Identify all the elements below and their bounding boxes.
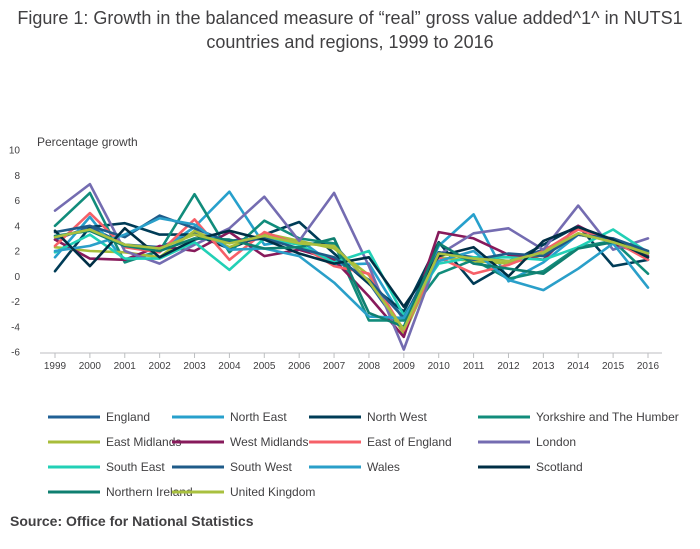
legend-label-united-kingdom: United Kingdom (230, 485, 315, 499)
series-line-wales (53, 216, 650, 320)
legend-label-north-west: North West (367, 410, 427, 424)
y-axis-label: Percentage growth (37, 135, 138, 149)
y-tick-label: -4 (11, 322, 20, 333)
x-tick-label: 2014 (567, 361, 590, 372)
x-tick-label: 2001 (114, 361, 137, 372)
y-tick-label: -6 (11, 348, 20, 359)
legend-label-south-west: South West (230, 460, 292, 474)
y-tick-label: 4 (14, 221, 20, 232)
x-tick-label: 2006 (288, 361, 311, 372)
legend-label-east-of-england: East of England (367, 435, 452, 449)
series-line-united-kingdom (53, 228, 650, 331)
x-tick-label: 2013 (532, 361, 555, 372)
y-tick-label: -2 (11, 297, 20, 308)
legend-label-scotland: Scotland (536, 460, 583, 474)
legend-label-northern-ireland: Northern Ireland (106, 485, 193, 499)
y-tick-label: 10 (9, 146, 21, 157)
chart-series (53, 182, 650, 351)
x-tick-label: 2016 (637, 361, 660, 372)
legend-label-london: London (536, 435, 576, 449)
series-line-south-west (53, 214, 650, 320)
legend-label-south-east: South East (106, 460, 165, 474)
x-tick-label: 2002 (149, 361, 172, 372)
x-tick-label: 2015 (602, 361, 625, 372)
y-tick-label: 8 (14, 171, 20, 182)
x-tick-label: 2009 (393, 361, 416, 372)
legend-label-yorkshire-and-the-humber: Yorkshire and The Humber (536, 410, 679, 424)
series-line-northern-ireland (53, 229, 650, 329)
x-tick-label: 2003 (183, 361, 206, 372)
x-tick-label: 2005 (253, 361, 276, 372)
x-tick-label: 2004 (218, 361, 241, 372)
chart-axes: -6 -4 -2 0 2 4 6 8 10 1999 2000 2001 2002 2003 2004 200… (9, 146, 662, 372)
y-tick-label: 0 (14, 272, 20, 283)
series-line-london (53, 182, 650, 351)
x-tick-label: 2012 (497, 361, 520, 372)
legend-label-west-midlands: West Midlands (230, 435, 308, 449)
x-tick-label: 2011 (463, 361, 485, 372)
legend-label-wales: Wales (367, 460, 400, 474)
y-tick-label: 2 (14, 247, 20, 258)
x-tick-label: 2010 (428, 361, 451, 372)
chart-legend: England North East North West Yorkshire and… (48, 410, 679, 499)
x-tick-label: 1999 (44, 361, 67, 372)
x-tick-label: 2007 (323, 361, 346, 372)
source-note: Source: Office for National Statistics (10, 513, 254, 529)
chart-title: Figure 1: Growth in the balanced measure… (17, 8, 683, 52)
x-tick-label: 2000 (79, 361, 102, 372)
series-line-scotland (53, 225, 650, 308)
legend-label-england: England (106, 410, 150, 424)
legend-label-east-midlands: East Midlands (106, 435, 181, 449)
x-tick-label: 2008 (358, 361, 381, 372)
series-line-south-east (53, 228, 650, 317)
legend-label-north-east: North East (230, 410, 287, 424)
y-tick-label: 6 (14, 196, 20, 207)
